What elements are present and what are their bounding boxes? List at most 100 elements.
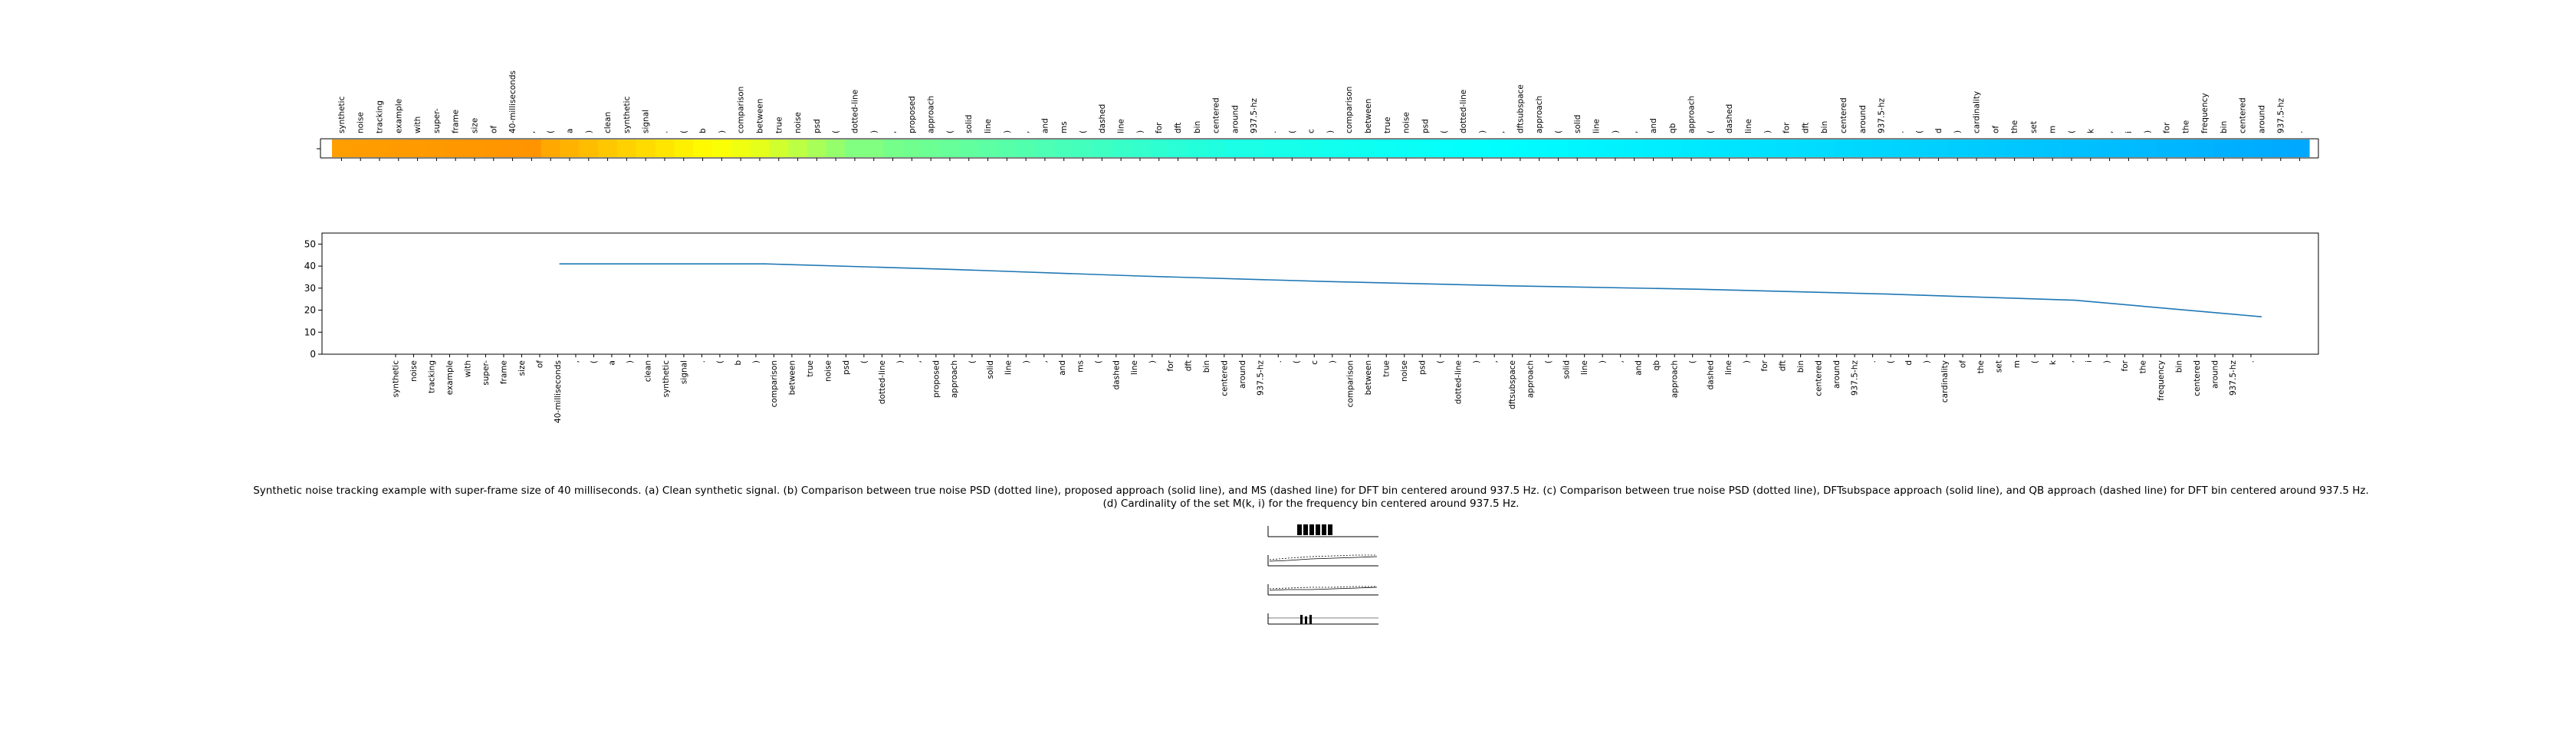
x-token-label: around [1832, 360, 1842, 389]
heatmap-cell [389, 140, 409, 157]
heatmap-cell [1035, 140, 1055, 157]
heatmap-cell [1491, 140, 1512, 157]
x-token-label: comparison [1346, 360, 1355, 407]
heatmap-token-label: , [1630, 131, 1639, 133]
heatmap-cell [997, 140, 1017, 157]
thumbnail-panel-d [1267, 613, 1378, 625]
x-token-label: noise [1400, 360, 1409, 382]
heatmap-cell [1301, 140, 1322, 157]
heatmap-cell [1244, 140, 1264, 157]
x-token-label: psd [1418, 360, 1428, 375]
heatmap-cell [1910, 140, 1930, 157]
x-token-label: . [2247, 360, 2256, 363]
heatmap-cell [484, 140, 504, 157]
heatmap-cell [959, 140, 979, 157]
heatmap-cell [1016, 140, 1037, 157]
x-token-label: for [1166, 360, 1175, 371]
x-token-label: , [1490, 360, 1500, 363]
x-token-label: ) [1598, 360, 1608, 363]
heatmap-cell [1396, 140, 1417, 157]
heatmap-token-label: approach [1535, 96, 1544, 133]
heatmap-token-label: . [2295, 131, 2305, 133]
heatmap-token-label: ) [1953, 130, 1963, 133]
heatmap-token-label: 40-milliseconds [508, 71, 518, 133]
heatmap-token-label: size [470, 118, 479, 133]
heatmap-cell [521, 140, 542, 157]
x-token-label: dotted-line [878, 360, 887, 404]
heatmap-token-label: centered [1839, 97, 1848, 133]
x-token-label: , [1040, 360, 1049, 363]
x-token-label: between [1364, 360, 1373, 395]
heatmap-token-label: ) [1611, 130, 1620, 133]
x-token-label: solid [986, 360, 995, 379]
token-heatmap: synthetic noise tracking example with super-f… [317, 71, 2319, 161]
heatmap-token-label: ( [1288, 130, 1297, 133]
heatmap-cell [560, 140, 580, 157]
x-token-label: . [1868, 360, 1878, 363]
heatmap-cell [2024, 140, 2044, 157]
heatmap-token-label: dashed [1725, 104, 1734, 133]
x-token-label: c [1310, 360, 1319, 365]
heatmap-token-label: noise [1402, 112, 1411, 133]
x-token-label: centered [1220, 360, 1229, 396]
x-token-label: . [698, 360, 707, 363]
x-token-label: ) [1148, 360, 1157, 363]
x-token-label: clean [643, 360, 652, 382]
heatmap-token-label: line [1744, 119, 1753, 133]
heatmap-token-label: centered [1212, 97, 1221, 133]
heatmap-cell [2081, 140, 2101, 157]
heatmap-token-label: set [2029, 121, 2039, 133]
heatmap-cell [902, 140, 922, 157]
heatmap-token-label: 937.5-hz [1878, 97, 1887, 133]
x-token-label: a [607, 360, 616, 365]
x-token-label: ( [2031, 360, 2040, 363]
heatmap-token-label: super- [432, 108, 442, 133]
x-token-label: ( [1292, 360, 1301, 363]
heatmap-cell [2214, 140, 2234, 157]
x-token-label: dftsubspace [1508, 360, 1517, 409]
heatmap-cell [2252, 140, 2272, 157]
x-token-label: ( [1544, 360, 1553, 363]
heatmap-cell [711, 140, 732, 157]
heatmap-cell [1377, 140, 1398, 157]
heatmap-cell [1586, 140, 1607, 157]
y-tick-label: 0 [310, 349, 316, 360]
x-token-label: and [1635, 360, 1644, 376]
heatmap-cell [769, 140, 789, 157]
heatmap-cell [579, 140, 599, 157]
heatmap-token-label: the [2010, 120, 2019, 133]
heatmap-token-label: ( [679, 130, 688, 133]
heatmap-token-label: ) [1003, 130, 1012, 133]
heatmap-token-label: . [660, 131, 669, 133]
heatmap-cell [1530, 140, 1549, 157]
heatmap-cell [940, 140, 960, 157]
heatmap-token-label: 937.5-hz [2276, 97, 2285, 133]
heatmap-token-label: of [489, 126, 498, 133]
heatmap-cell [674, 140, 694, 157]
heatmap-cell [1263, 140, 1283, 157]
heatmap-token-label: frame [452, 110, 461, 133]
heatmap-token-label: line [1117, 119, 1126, 133]
heatmap-token-label: dft [1801, 123, 1810, 133]
y-tick-label: 40 [304, 261, 316, 271]
heatmap-cell [1720, 140, 1740, 157]
x-token-label: ) [1923, 360, 1932, 363]
x-token-label: centered [1815, 360, 1824, 396]
heatmap-cell [1891, 140, 1911, 157]
x-token-label: for [2121, 360, 2130, 371]
x-token-label: ( [1887, 360, 1896, 363]
heatmap-token-label: the [2181, 120, 2190, 133]
heatmap-cell [2137, 140, 2158, 157]
x-token-label: approach [1671, 360, 1680, 398]
heatmap-cell [2100, 140, 2120, 157]
x-token-label: , [914, 360, 923, 363]
x-token-label: ) [1022, 360, 1031, 363]
x-token-label: approach [1526, 360, 1536, 398]
heatmap-cell [465, 140, 485, 157]
x-token-label: line [1004, 360, 1013, 375]
x-token-label: cardinality [1940, 360, 1950, 402]
x-token-label: k [2049, 360, 2058, 365]
heatmap-cell [807, 140, 827, 157]
heatmap-cell [1510, 140, 1530, 157]
x-token-label: frequency [2157, 360, 2166, 401]
